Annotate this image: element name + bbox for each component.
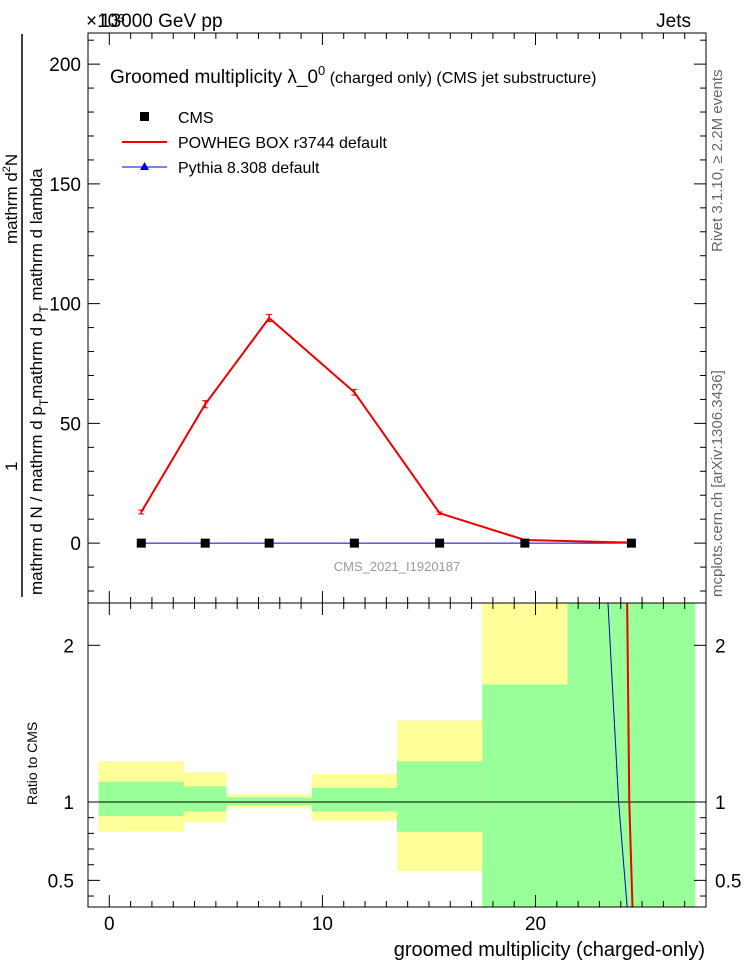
x-axis-label: groomed multiplicity (charged-only)	[394, 939, 705, 961]
energy-label: 13000 GeV pp	[100, 11, 223, 32]
plot-title-rest: (charged only) (CMS jet substructure)	[325, 70, 596, 87]
legend-pythia-label: Pythia 8.308 default	[178, 160, 320, 177]
legend-pythia-marker	[140, 162, 149, 170]
ratio-y-tick-label-right: 2	[715, 636, 726, 657]
ratio-axes: 0.5 0.51 12 20 10 20	[48, 603, 741, 935]
ratio-plot-frame	[87, 602, 707, 908]
plot-title: Groomed multiplicity λ_00 (charged only)…	[110, 63, 596, 88]
powheg-line	[140, 316, 632, 544]
ratio-y-tick-label-right: 0.5	[715, 871, 741, 892]
legend-powheg-label: POWHEG BOX r3744 default	[178, 135, 388, 152]
y-tick-label: 50	[60, 414, 81, 435]
ratio-powheg-line	[626, 602, 634, 908]
cms-point	[349, 538, 359, 548]
cms-point	[520, 538, 530, 548]
y-exponent-label: ×10³	[86, 11, 125, 32]
y-tick-label: 150	[49, 175, 81, 196]
ratio-pythia-line	[607, 602, 628, 908]
legend-entry-pythia: Pythia 8.308 default	[122, 160, 320, 177]
legend-cms-label: CMS	[178, 110, 214, 127]
plot-title-main: Groomed multiplicity λ_0	[110, 67, 318, 88]
ratio-y-tick-label: 1	[63, 793, 74, 814]
legend-entry-cms: CMS	[140, 110, 214, 127]
x-tick-label: 0	[104, 914, 115, 935]
ratio-y-axis-label: Ratio to CMS	[24, 722, 40, 805]
ratio-y-tick-label: 2	[63, 636, 74, 657]
y-tick-label: 100	[49, 295, 81, 316]
cms-point	[264, 538, 274, 548]
plot-title-sup: 0	[318, 63, 325, 78]
y-tick-label: 200	[49, 55, 81, 76]
legend-entry-powheg: POWHEG BOX r3744 default	[122, 135, 388, 152]
ratio-y-tick-label-right: 1	[715, 793, 726, 814]
y-axis-label: mathrm d2N 1 mathrm d N / mathrm d pTmat…	[1, 34, 51, 597]
ratio-band-green	[397, 761, 483, 832]
y-axis-label-numerator: mathrm d2N	[1, 154, 21, 244]
ratio-y-tick-label: 0.5	[48, 871, 74, 892]
x-tick-label: 10	[312, 914, 333, 935]
ratio-band-green	[482, 684, 568, 907]
legend-cms-marker	[140, 112, 149, 121]
ratio-band-green	[183, 786, 227, 812]
main-y-axis: 0 50 100 150 200	[49, 33, 706, 603]
mcplots-label: mcplots.cern.ch [arXiv:1306.3436]	[709, 370, 726, 597]
main-plot: 0 50 100 150 200 CMS_2021_I1920187 Groomed m…	[1, 32, 707, 604]
cms-point	[435, 538, 445, 548]
cms-point	[626, 538, 636, 548]
ratio-plot: 0.5 0.51 12 20 10 20 Ratio to CMS groomed mul…	[24, 602, 741, 961]
ratio-lines	[607, 602, 634, 908]
legend: CMS POWHEG BOX r3744 default Pythia 8.30…	[122, 110, 388, 177]
ratio-band-green	[311, 787, 397, 812]
ratio-bands	[98, 603, 696, 907]
y-tick-label: 0	[70, 534, 81, 555]
ratio-band-green	[226, 797, 312, 806]
process-label: Jets	[656, 11, 691, 32]
cms-point	[136, 538, 146, 548]
y-axis-label-one: 1	[2, 462, 21, 471]
watermark: CMS_2021_I1920187	[334, 559, 461, 574]
cms-point	[200, 538, 210, 548]
main-plot-data	[136, 313, 636, 548]
rivet-version-label: Rivet 3.1.10, ≥ 2.2M events	[709, 70, 726, 253]
x-tick-label: 20	[525, 914, 546, 935]
y-axis-label-denominator: mathrm d N / mathrm d pTmathrm d pT math…	[27, 168, 51, 595]
ratio-band-green	[98, 781, 184, 817]
